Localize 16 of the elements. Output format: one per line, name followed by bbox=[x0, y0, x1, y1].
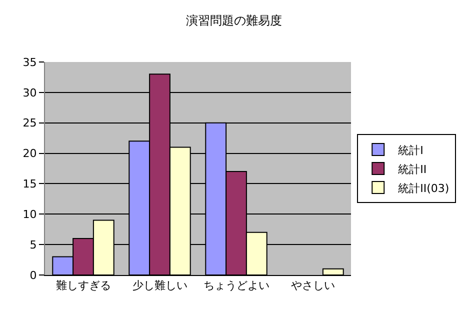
y-tick-label: 30 bbox=[22, 86, 37, 100]
legend-label: 統計I bbox=[398, 144, 424, 157]
legend-label: 統計II bbox=[398, 162, 427, 176]
legend-label: 統計II(03) bbox=[398, 182, 450, 195]
x-tick-label: 少し難しい bbox=[132, 279, 188, 292]
y-tick-label: 25 bbox=[22, 116, 37, 130]
y-tick-label: 5 bbox=[30, 238, 37, 252]
x-tick-label: やさしい bbox=[290, 279, 335, 292]
y-tick-label: 20 bbox=[22, 147, 37, 160]
y-tick-label: 35 bbox=[22, 56, 37, 69]
chart-title: 演習問題の難易度 bbox=[186, 14, 282, 28]
y-tick-label: 15 bbox=[22, 178, 37, 191]
x-tick-label: ちょうどよい bbox=[203, 279, 270, 292]
y-tick-label: 10 bbox=[22, 208, 37, 221]
y-tick-label: 0 bbox=[30, 268, 37, 282]
x-tick-label: 難しすぎる bbox=[56, 279, 111, 292]
